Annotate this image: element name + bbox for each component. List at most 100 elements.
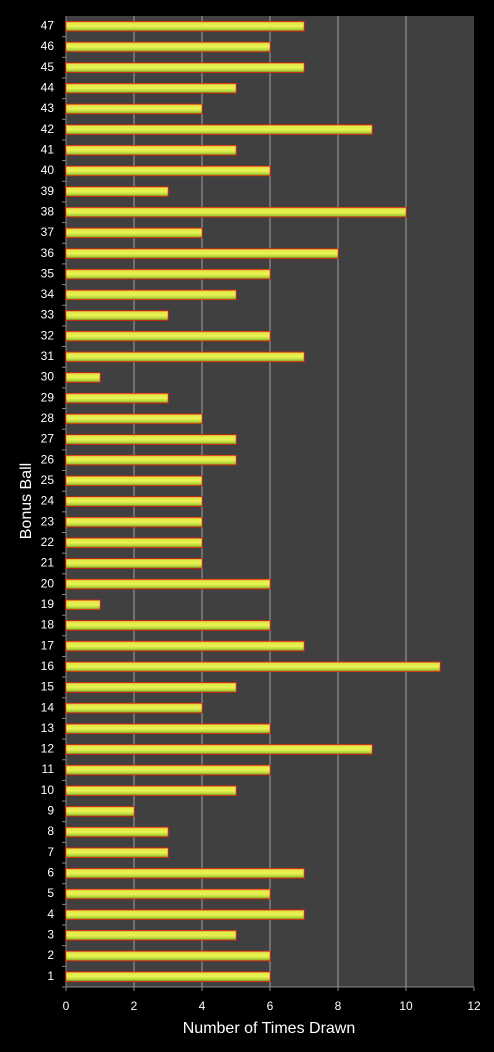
y-tick-label: 40 (41, 163, 55, 177)
y-tick-label: 10 (41, 783, 55, 797)
x-tick-label: 8 (335, 999, 342, 1013)
bar (65, 682, 237, 693)
bar (65, 227, 203, 239)
bar (65, 62, 305, 73)
bar (65, 620, 271, 631)
y-tick-label: 6 (47, 866, 54, 880)
y-tick-label: 13 (41, 721, 55, 735)
bar (65, 454, 237, 466)
y-tick-label: 43 (41, 101, 55, 115)
bar (65, 392, 169, 404)
y-tick-label: 4 (47, 907, 54, 921)
y-tick-label: 15 (41, 680, 55, 694)
y-tick-label: 21 (41, 556, 55, 570)
y-tick-label: 25 (41, 473, 55, 487)
bar (65, 537, 203, 549)
y-axis-title: Bonus Ball (18, 463, 35, 540)
bar (65, 578, 271, 590)
y-tick-label: 37 (41, 225, 55, 239)
y-tick-label: 47 (41, 19, 55, 33)
bar (65, 165, 271, 177)
y-tick-label: 14 (41, 700, 55, 714)
bar (65, 971, 271, 982)
bar (65, 434, 237, 445)
bar (65, 289, 237, 301)
x-tick-label: 2 (131, 999, 138, 1013)
y-tick-label: 46 (41, 39, 55, 53)
bar (65, 496, 203, 507)
bar (65, 950, 271, 962)
bar (65, 310, 169, 321)
y-tick-label: 28 (41, 411, 55, 425)
x-tick-label: 0 (63, 999, 70, 1013)
y-tick-label: 7 (47, 845, 54, 859)
y-tick-label: 36 (41, 246, 55, 260)
bar (65, 806, 135, 817)
x-tick-label: 10 (399, 999, 413, 1013)
bar (65, 785, 237, 796)
bar (65, 124, 373, 135)
bar (65, 248, 339, 259)
bar (65, 475, 203, 487)
y-tick-label: 38 (41, 204, 55, 218)
y-tick-label: 30 (41, 370, 55, 384)
y-tick-label: 31 (41, 349, 55, 363)
bar (65, 372, 101, 383)
y-tick-label: 2 (47, 948, 54, 962)
bar (65, 83, 237, 94)
bar (65, 268, 271, 280)
bar (65, 930, 237, 941)
y-tick-label: 42 (41, 122, 55, 136)
y-tick-label: 12 (41, 742, 55, 756)
y-tick-label: 32 (41, 328, 55, 342)
y-tick-label: 34 (41, 287, 55, 301)
bar (65, 640, 305, 652)
y-tick-label: 11 (42, 762, 55, 776)
y-tick-label: 8 (47, 824, 54, 838)
y-tick-label: 16 (41, 659, 55, 673)
y-tick-label: 26 (41, 452, 55, 466)
bar (65, 847, 169, 858)
bar (65, 207, 407, 218)
y-tick-label: 22 (41, 535, 55, 549)
y-tick-label: 5 (47, 886, 54, 900)
y-tick-label: 39 (41, 184, 55, 198)
bar (65, 909, 305, 920)
bar (65, 103, 203, 115)
y-tick-label: 27 (41, 432, 55, 446)
bar (65, 661, 441, 673)
y-tick-label: 35 (41, 266, 55, 280)
bar (65, 826, 169, 838)
y-tick-label: 19 (41, 597, 55, 611)
y-tick-label: 24 (41, 494, 55, 508)
y-tick-label: 18 (41, 618, 55, 632)
x-tick-label: 6 (267, 999, 274, 1013)
bar (65, 330, 271, 342)
y-tick-label: 45 (41, 60, 55, 74)
y-tick-label: 44 (41, 80, 55, 94)
bar (65, 413, 203, 425)
bar (65, 723, 271, 735)
bar (65, 186, 169, 197)
bar (65, 558, 203, 569)
y-tick-label: 3 (47, 928, 54, 942)
bar (65, 351, 305, 363)
bar (65, 702, 203, 714)
y-tick-label: 9 (47, 804, 54, 818)
y-tick-label: 41 (41, 142, 55, 156)
y-tick-label: 33 (41, 308, 55, 322)
bar (65, 764, 271, 776)
x-tick-label: 12 (467, 999, 481, 1013)
y-tick-label: 20 (41, 576, 55, 590)
bar (65, 21, 305, 32)
x-axis-title: Number of Times Drawn (183, 1020, 356, 1037)
bar (65, 868, 305, 879)
x-tick-label: 4 (199, 999, 206, 1013)
y-tick-label: 1 (47, 969, 54, 983)
bar (65, 145, 237, 156)
y-tick-label: 23 (41, 514, 55, 528)
bar (65, 41, 271, 53)
bar (65, 888, 271, 900)
y-tick-label: 17 (41, 638, 55, 652)
